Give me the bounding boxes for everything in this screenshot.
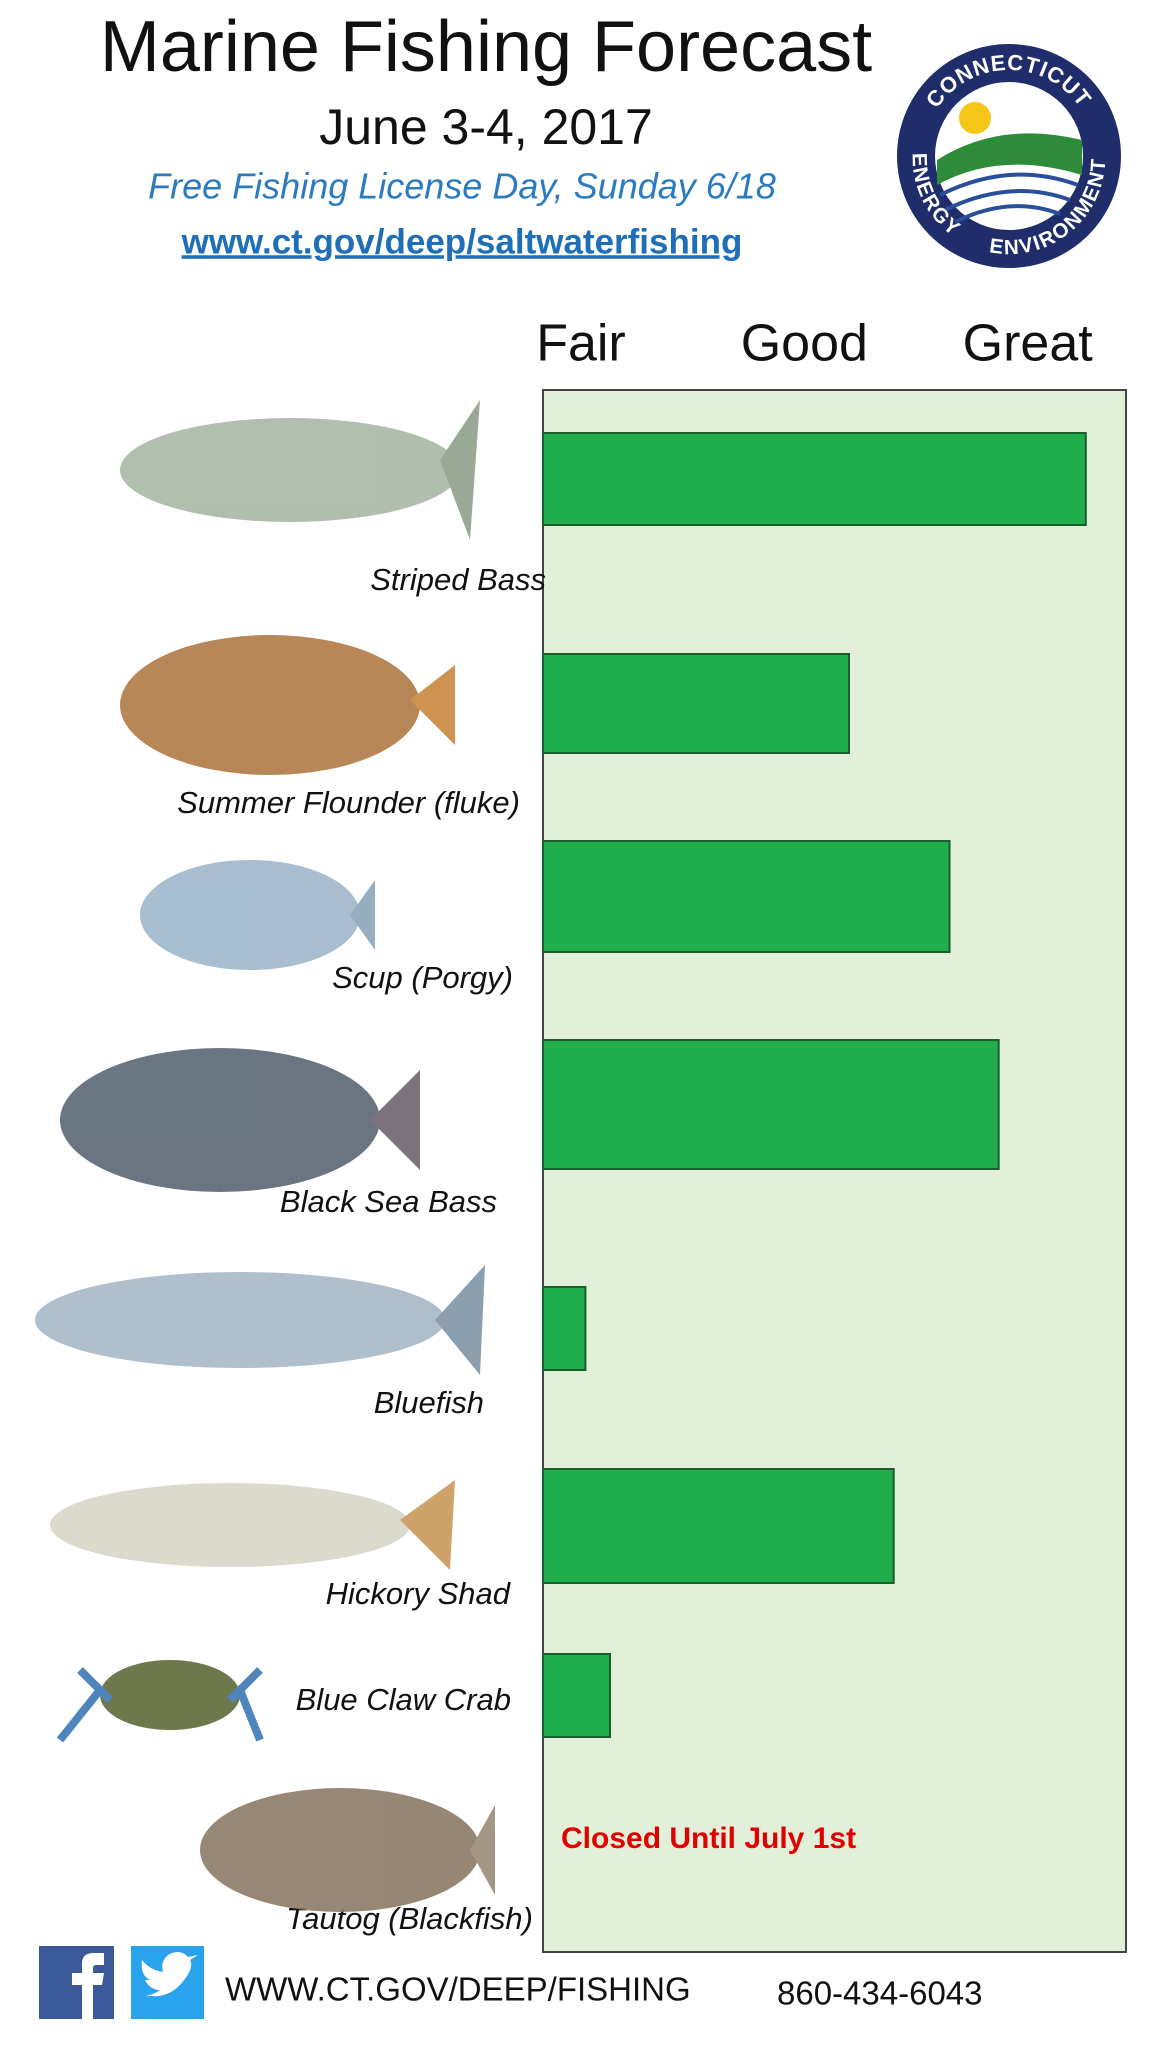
x-tick-label: Great [963, 315, 1094, 373]
facebook-glyph [72, 1953, 104, 2019]
bar [542, 432, 1087, 526]
bar [542, 1286, 587, 1371]
category-label: Striped Bass [370, 562, 546, 597]
bar [542, 653, 851, 754]
title: Marine Fishing Forecast [100, 7, 872, 87]
twitter-glyph [141, 1951, 198, 1997]
annotation: Closed Until July 1st [561, 1822, 856, 1855]
footer: WWW.CT.GOV/DEEP/FISHING 860-434-6043 [39, 1946, 983, 2019]
plot-area [542, 389, 1127, 1953]
category-label: Bluefish [374, 1385, 484, 1420]
footer-phone: 860-434-6043 [777, 1975, 983, 2012]
bar [542, 1468, 895, 1584]
note: Free Fishing License Day, Sunday 6/18 [148, 166, 776, 207]
category-label: Summer Flounder (fluke) [177, 785, 520, 820]
bar [542, 1653, 612, 1738]
date: June 3-4, 2017 [319, 99, 653, 155]
footer-website[interactable]: WWW.CT.GOV/DEEP/FISHING [225, 1971, 691, 2008]
category-label: Scup (Porgy) [332, 960, 513, 995]
x-tick-label: Good [741, 315, 868, 373]
bar [542, 1039, 1000, 1170]
category-label: Black Sea Bass [280, 1184, 497, 1219]
logo: CONNECTICUT ENERGY ENVIRONMENT [897, 44, 1121, 268]
species-art [35, 400, 495, 1912]
plot: Fair Good Great Striped Bass Summer Flounder… [177, 315, 1127, 1953]
category-label: Blue Claw Crab [296, 1682, 511, 1717]
category-label: Hickory Shad [326, 1576, 512, 1611]
bar [542, 840, 951, 953]
x-tick-label: Fair [536, 315, 626, 373]
url[interactable]: www.ct.gov/deep/saltwaterfishing [181, 222, 743, 261]
